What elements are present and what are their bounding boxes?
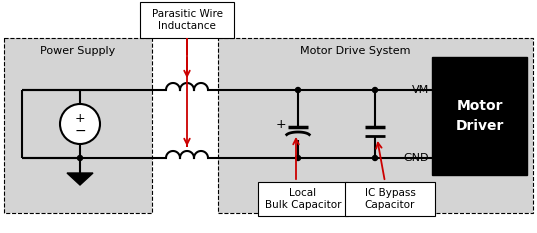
- Bar: [218, 38, 533, 213]
- Polygon shape: [67, 173, 93, 185]
- Bar: [432, 57, 527, 175]
- Text: Local
Bulk Capacitor: Local Bulk Capacitor: [265, 188, 341, 210]
- Text: +: +: [275, 119, 286, 131]
- Text: −: −: [74, 124, 86, 138]
- Text: Power Supply: Power Supply: [40, 46, 115, 56]
- Circle shape: [77, 155, 83, 161]
- Bar: [218, 38, 533, 213]
- Text: GND: GND: [403, 153, 429, 163]
- Circle shape: [295, 155, 301, 161]
- Bar: [4, 38, 152, 213]
- Text: Motor Drive System: Motor Drive System: [300, 46, 411, 56]
- Text: IC Bypass
Capacitor: IC Bypass Capacitor: [365, 188, 416, 210]
- Text: VM: VM: [412, 85, 429, 95]
- Bar: [140, 2, 234, 38]
- Circle shape: [373, 88, 378, 93]
- Bar: [4, 38, 152, 213]
- Bar: [345, 182, 435, 216]
- Bar: [258, 182, 348, 216]
- Text: +: +: [75, 112, 85, 124]
- Text: Parasitic Wire
Inductance: Parasitic Wire Inductance: [151, 9, 222, 31]
- Text: Motor
Driver: Motor Driver: [455, 99, 504, 133]
- Circle shape: [60, 104, 100, 144]
- Circle shape: [373, 155, 378, 161]
- Circle shape: [295, 88, 301, 93]
